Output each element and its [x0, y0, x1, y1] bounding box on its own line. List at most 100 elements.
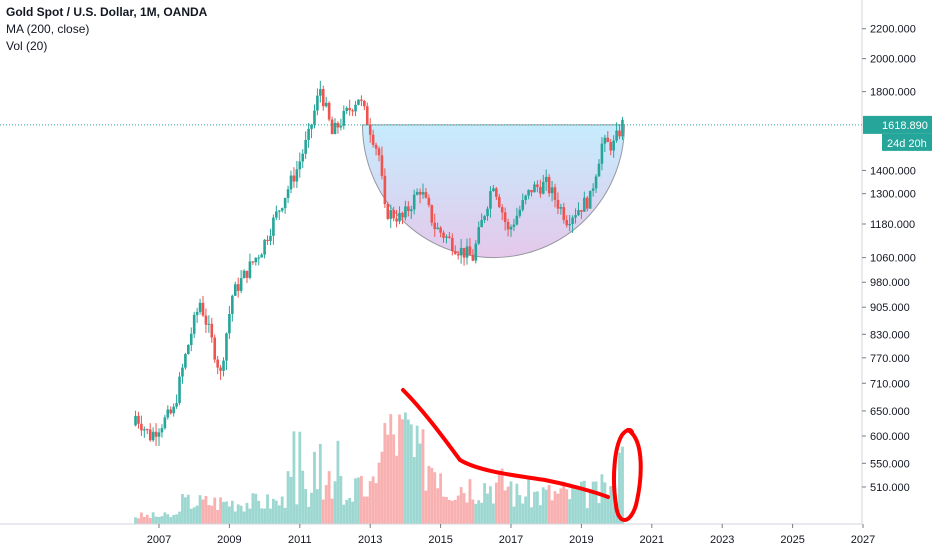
volume-bar — [166, 514, 170, 524]
volume-bar — [342, 504, 346, 524]
volume-bar — [324, 485, 328, 524]
candle — [175, 394, 178, 409]
candle — [327, 101, 331, 122]
candle — [277, 209, 281, 220]
y-tick-label: 1180.000 — [870, 219, 915, 231]
volume-bars — [134, 412, 624, 524]
volume-bar — [556, 493, 560, 524]
candle — [157, 428, 161, 446]
candle — [231, 294, 234, 322]
volume-bar — [618, 452, 621, 524]
volume-bar — [588, 491, 592, 524]
candle — [591, 183, 595, 197]
volume-bar — [553, 491, 557, 524]
candle — [184, 352, 187, 370]
candle — [357, 99, 360, 106]
candle — [187, 344, 190, 355]
volume-bar — [497, 473, 501, 524]
candle — [409, 205, 413, 219]
candle — [597, 159, 601, 177]
volume-bar — [175, 514, 178, 524]
volume-bar — [562, 483, 566, 524]
candle — [339, 118, 343, 131]
candle — [169, 406, 173, 415]
volume-bar — [580, 481, 583, 524]
candle — [539, 179, 542, 198]
volume-bar — [184, 497, 187, 524]
volume-spike-annotation — [612, 427, 643, 522]
candle — [480, 213, 483, 228]
volume-bar — [301, 470, 305, 524]
candle — [148, 423, 152, 442]
volume-bar — [494, 482, 498, 524]
candle — [257, 254, 261, 266]
candle — [336, 121, 340, 134]
volume-bar — [374, 483, 378, 524]
volume-bar — [204, 495, 208, 524]
candle — [401, 211, 404, 225]
candle — [559, 203, 563, 215]
volume-bar — [594, 481, 598, 524]
volume-bar — [172, 514, 176, 524]
candle — [544, 169, 548, 191]
candle — [565, 215, 569, 228]
volume-bar — [348, 498, 352, 524]
volume-bar — [582, 480, 586, 524]
volume-bar — [521, 503, 525, 524]
x-tick-label: 2011 — [288, 534, 312, 546]
volume-bar — [137, 518, 140, 524]
volume-bar — [157, 516, 161, 524]
y-tick-label: 980.000 — [870, 277, 910, 289]
volume-bar — [568, 499, 572, 524]
volume-bar — [392, 434, 396, 524]
volume-bar — [621, 446, 624, 524]
candle — [316, 88, 319, 116]
candle — [474, 240, 478, 264]
candle — [251, 261, 255, 265]
volume-bar — [295, 504, 299, 524]
candle — [216, 355, 219, 375]
candle — [477, 221, 481, 245]
volume-bar — [148, 517, 152, 524]
candle — [448, 231, 451, 239]
candle — [222, 357, 225, 377]
volume-bar — [527, 479, 530, 524]
candle — [424, 188, 428, 199]
volume-bar — [518, 495, 522, 524]
candle — [585, 196, 589, 212]
x-tick-label: 2015 — [428, 534, 452, 546]
candle — [236, 277, 240, 298]
candle — [530, 189, 533, 197]
candle — [283, 197, 287, 214]
volume-bar — [201, 499, 205, 524]
candle — [600, 137, 604, 171]
volume-bar — [433, 472, 437, 524]
candlesticks — [134, 80, 624, 446]
volume-bar — [225, 501, 228, 524]
candle — [588, 190, 592, 209]
candle — [574, 208, 577, 224]
candle — [506, 218, 510, 237]
candle — [398, 206, 401, 225]
candle — [204, 308, 208, 333]
candle — [495, 186, 498, 200]
candle — [286, 185, 290, 204]
volume-bar — [591, 481, 595, 524]
x-tick-label: 2009 — [217, 534, 241, 546]
candle — [453, 245, 457, 255]
volume-bar — [406, 419, 410, 524]
candle — [383, 168, 387, 208]
candle — [377, 146, 381, 162]
candle — [583, 191, 586, 212]
candle — [245, 270, 249, 283]
volume-bar — [571, 484, 574, 524]
candle — [541, 174, 545, 195]
volume-bar — [345, 499, 349, 524]
x-tick-label: 2021 — [640, 534, 664, 546]
candle — [295, 160, 299, 188]
candle — [465, 238, 469, 265]
volume-bar — [154, 516, 158, 524]
volume-bar — [134, 517, 137, 524]
volume-bar — [597, 503, 601, 524]
